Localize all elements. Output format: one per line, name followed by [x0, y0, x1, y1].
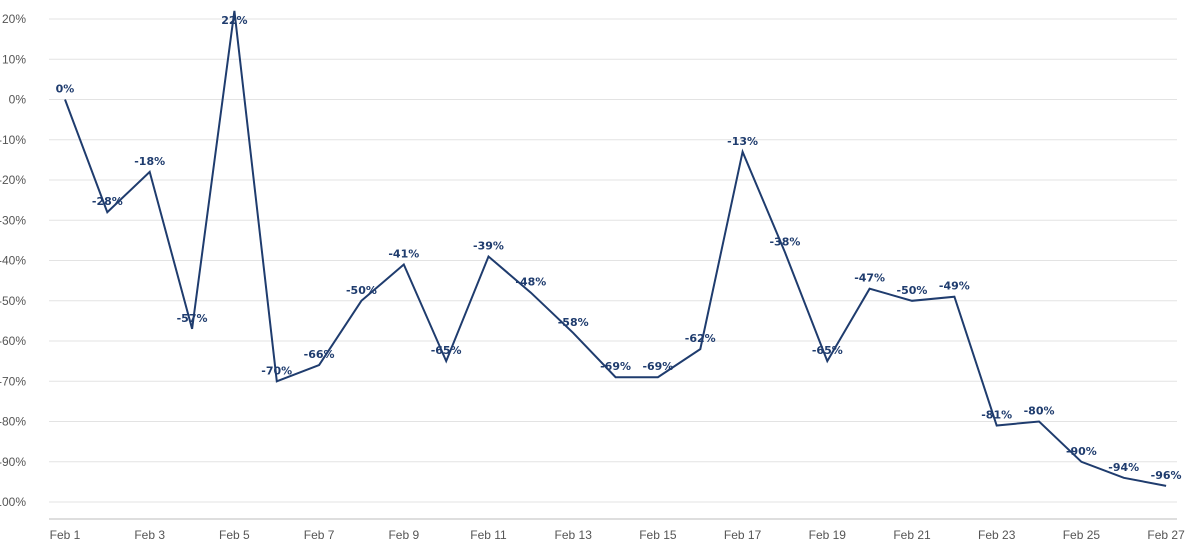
x-tick-label: Feb 7 [304, 528, 335, 542]
x-tick-label: Feb 11 [470, 528, 507, 542]
data-labels: 0% -28% -18% -57% 22% -70% -66% -50% -41% -65% -39… [56, 14, 1182, 482]
y-tick-label: -20% [0, 173, 26, 187]
data-label: -90% [1066, 445, 1097, 458]
x-tick-label: Feb 23 [978, 528, 1016, 542]
y-tick-label: -100% [0, 495, 26, 509]
y-tick-label: 20% [2, 12, 26, 26]
y-tick-label: -10% [0, 133, 26, 147]
x-tick-label: Feb 27 [1147, 528, 1185, 542]
y-tick-label: -50% [0, 294, 26, 308]
data-label: -58% [558, 316, 589, 329]
x-tick-label: Feb 1 [50, 528, 81, 542]
data-label: -62% [685, 332, 716, 345]
y-tick-label: 10% [2, 52, 26, 66]
data-label: -66% [304, 348, 335, 361]
data-label: -39% [473, 239, 504, 252]
data-label: -65% [812, 344, 843, 357]
data-label: -70% [261, 364, 292, 377]
data-label: -49% [939, 280, 970, 293]
x-tick-label: Feb 5 [219, 528, 250, 542]
data-label: -48% [515, 276, 546, 289]
data-label: -50% [897, 284, 928, 297]
data-label: -57% [177, 312, 208, 325]
y-tick-label: 0% [9, 93, 27, 107]
data-label: -81% [981, 409, 1012, 422]
x-tick-label: Feb 15 [639, 528, 677, 542]
data-label: -80% [1024, 405, 1055, 418]
data-label: -28% [92, 195, 123, 208]
x-tick-label: Feb 21 [893, 528, 931, 542]
data-label: 0% [56, 83, 75, 96]
data-label: -96% [1151, 469, 1182, 482]
y-axis-tick-labels: 20% 10% 0% -10% -20% -30% -40% -50% -60% -70% -80%… [0, 12, 26, 509]
data-label: -69% [642, 360, 673, 373]
y-tick-label: -90% [0, 455, 26, 469]
y-tick-label: -70% [0, 374, 26, 388]
data-label: -50% [346, 284, 377, 297]
y-tick-label: -80% [0, 415, 26, 429]
data-label: -65% [431, 344, 462, 357]
series-line [64, 10, 1167, 487]
data-label: -69% [600, 360, 631, 373]
x-tick-label: Feb 25 [1063, 528, 1101, 542]
y-tick-label: -40% [0, 254, 26, 268]
data-label: -47% [854, 272, 885, 285]
data-label: 22% [221, 14, 247, 27]
x-tick-label: Feb 17 [724, 528, 762, 542]
x-axis-tick-labels: Feb 1 Feb 3 Feb 5 Feb 7 Feb 9 Feb 11 Feb 13 Feb… [50, 528, 1185, 542]
data-label: -94% [1108, 461, 1139, 474]
data-label: -38% [769, 235, 800, 248]
x-tick-label: Feb 3 [134, 528, 165, 542]
data-label: -13% [727, 135, 758, 148]
x-tick-label: Feb 13 [555, 528, 593, 542]
data-label: -41% [388, 248, 419, 261]
data-label: -18% [134, 155, 165, 168]
x-tick-label: Feb 19 [809, 528, 847, 542]
x-tick-label: Feb 9 [388, 528, 419, 542]
gridlines [49, 18, 1177, 503]
y-tick-label: -60% [0, 334, 26, 348]
y-tick-label: -30% [0, 213, 26, 227]
